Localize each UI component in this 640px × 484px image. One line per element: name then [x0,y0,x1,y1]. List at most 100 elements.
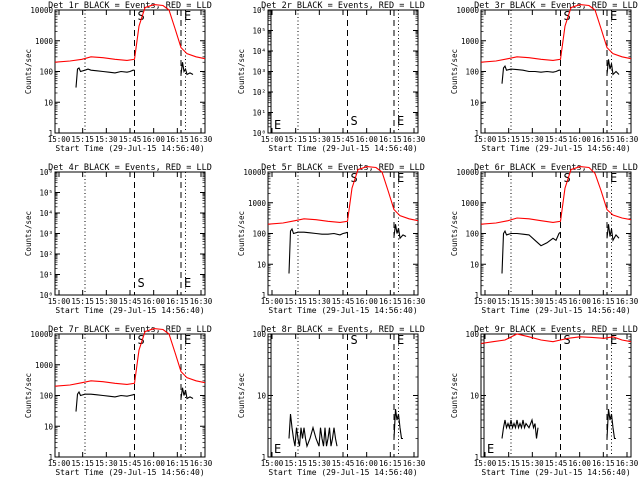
x-tick-label: 16:15 [592,135,615,144]
x-tick-label: 15:30 [95,459,118,468]
marker-label-e: E [184,9,191,23]
series-lld [480,166,632,225]
y-axis-label: Counts/sec [24,49,33,94]
series-events [606,409,616,440]
x-tick-label: 15:15 [284,459,307,468]
series-events [180,62,194,76]
y-tick-label: 10³ [252,68,266,77]
x-tick-label: 16:15 [166,135,189,144]
x-tick-label: 16:15 [166,297,189,306]
chart-title: Det 7r BLACK = Events, RED = LLD [48,325,212,335]
series-events [288,227,348,274]
x-tick-label: 15:15 [497,135,520,144]
x-tick-label: 15:15 [497,459,520,468]
y-tick-label: 100 [252,230,266,239]
x-tick-label: 16:15 [379,297,402,306]
x-tick-label: 15:30 [308,297,331,306]
x-axis-label: Start Time (29-Jul-15 14:56:40) [55,468,204,477]
y-tick-label: 1 [474,453,479,462]
chart-panel-7: Det 7r BLACK = Events, RED = LLD 1 10 100 10… [24,325,213,477]
y-tick-label: 1 [48,129,53,138]
x-tick-label: 15:45 [119,135,142,144]
x-tick-label: 15:00 [48,459,71,468]
y-tick-label: 10³ [39,230,53,239]
marker-label-e: E [610,333,617,347]
y-tick-label: 10000 [456,168,479,177]
y-tick-label: 100 [252,330,266,339]
chart-title: Det 5r BLACK = Events, RED = LLD [261,163,425,173]
plot-frame [267,333,419,458]
y-tick-label: 10⁴ [39,209,53,218]
y-tick-label: 10 [470,98,480,107]
plot-frame [480,333,632,458]
chart-title: Det 6r BLACK = Events, RED = LLD [474,163,638,173]
y-tick-label: 100 [465,330,479,339]
x-tick-label: 15:15 [497,297,520,306]
x-tick-label: 16:00 [568,459,591,468]
marker-label-e: E [397,114,404,128]
chart-title: Det 8r BLACK = Events, RED = LLD [261,325,425,335]
chart-panel-4: Det 4r BLACK = Events, RED = LLD 10⁰ 10¹ 10… [24,163,213,315]
y-tick-label: 1000 [461,199,480,208]
x-tick-label: 16:00 [142,459,165,468]
y-axis-label: Counts/sec [24,211,33,256]
y-axis-label: Counts/sec [450,49,459,94]
x-tick-label: 15:45 [332,135,355,144]
y-tick-label: 10⁰ [252,129,266,138]
x-tick-label: 16:00 [568,135,591,144]
x-tick-label: 15:30 [308,459,331,468]
y-tick-label: 100 [39,392,53,401]
x-tick-label: 15:45 [545,135,568,144]
series-events [180,387,194,400]
y-tick-label: 10 [44,422,54,431]
x-tick-label: 16:30 [403,297,426,306]
y-tick-label: 1000 [35,361,54,370]
series-events [393,224,407,240]
x-tick-label: 16:15 [166,459,189,468]
x-tick-label: 16:00 [568,297,591,306]
x-tick-label: 15:00 [48,297,71,306]
marker-label-s: S [564,9,571,23]
x-tick-label: 15:00 [474,297,497,306]
x-axis-label: Start Time (29-Jul-15 14:56:40) [55,144,204,153]
x-tick-label: 16:15 [592,459,615,468]
marker-label-s: S [138,333,145,347]
series-lld [480,4,632,63]
series-events [606,59,620,76]
marker-label-e: E [610,171,617,185]
marker-label-e: E [274,118,281,132]
x-tick-label: 16:30 [616,135,639,144]
y-tick-label: 10⁵ [39,189,53,198]
y-tick-label: 1 [474,129,479,138]
y-tick-label: 10² [252,88,266,97]
x-tick-label: 15:30 [95,135,118,144]
y-tick-label: 100 [465,68,479,77]
x-tick-label: 16:30 [403,135,426,144]
y-tick-label: 10⁶ [252,6,266,15]
chart-panel-8: Det 8r BLACK = Events, RED = LLD 1 10 100 15… [237,325,426,477]
x-tick-label: 16:30 [616,297,639,306]
chart-title: Det 2r BLACK = Events, RED = LLD [261,1,425,11]
series-events [606,224,620,243]
x-tick-label: 15:15 [284,297,307,306]
x-tick-label: 16:15 [379,459,402,468]
series-events [288,413,338,449]
marker-label-s: S [138,9,145,23]
chart-panel-2: Det 2r BLACK = Events, RED = LLD 10⁰ 10¹ 10… [237,1,426,153]
x-tick-label: 16:00 [142,135,165,144]
y-tick-label: 10¹ [252,109,266,118]
x-tick-label: 16:00 [355,459,378,468]
x-tick-label: 16:30 [190,135,213,144]
marker-label-e: E [184,276,191,290]
chart-title: Det 1r BLACK = Events, RED = LLD [48,1,212,11]
x-tick-label: 15:00 [261,459,284,468]
x-tick-label: 15:30 [521,459,544,468]
marker-label-e: E [397,171,404,185]
marker-label-s: S [351,114,358,128]
x-tick-label: 16:00 [355,297,378,306]
x-axis-label: Start Time (29-Jul-15 14:56:40) [55,306,204,315]
y-tick-label: 1000 [461,37,480,46]
x-tick-label: 15:00 [261,135,284,144]
chart-panel-5: Det 5r BLACK = Events, RED = LLD 1 10 100 10… [237,163,426,315]
